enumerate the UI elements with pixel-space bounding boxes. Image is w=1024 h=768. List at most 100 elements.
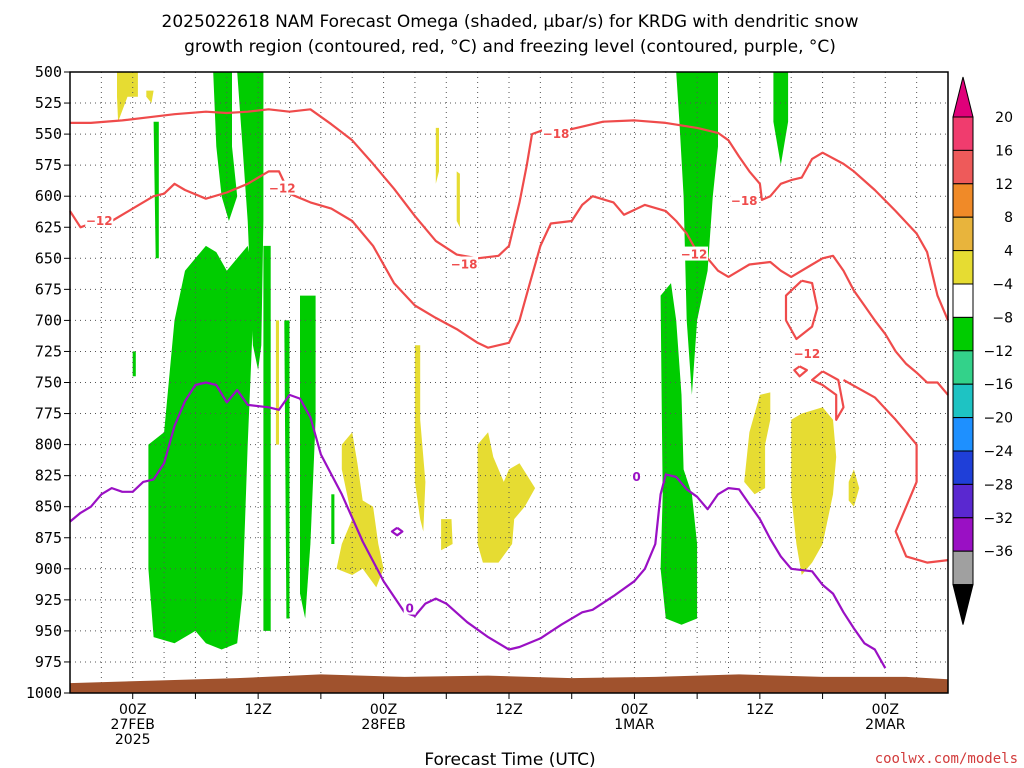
omega-region-12 — [153, 121, 159, 259]
omega-region-20 — [331, 494, 335, 544]
x-tick-label: 2025 — [115, 732, 151, 748]
dendritic-contour--12-4 — [842, 379, 949, 564]
colorbar-label: −4 — [992, 277, 1013, 293]
y-tick-label: 975 — [35, 653, 62, 671]
x-tick-label: 00Z — [621, 702, 648, 718]
omega-region-23 — [660, 283, 698, 625]
y-tick-label: 675 — [35, 280, 62, 298]
colorbar-swatch-3 — [952, 216, 974, 252]
omega-region-11 — [275, 320, 279, 445]
y-tick-label: 925 — [35, 591, 62, 609]
dendritic-contour-label: −18 — [543, 127, 570, 141]
omega-region-9 — [791, 407, 837, 575]
y-tick-label: 950 — [35, 622, 62, 640]
colorbar-swatch-8 — [952, 383, 974, 419]
freezing-contour-label-bg — [403, 600, 416, 615]
omega-region-5 — [414, 345, 426, 532]
freezing-contour-0-0 — [69, 381, 887, 669]
y-tick-label: 750 — [35, 374, 62, 392]
colorbar-swatch-11 — [952, 483, 974, 519]
y-tick-label: 600 — [35, 187, 62, 205]
y-tick-label: 1000 — [26, 684, 62, 702]
x-tick-label: 00Z — [872, 702, 899, 718]
colorbar-label: 16 — [995, 143, 1013, 159]
y-tick-label: 650 — [35, 249, 62, 267]
colorbar-label: −32 — [983, 511, 1013, 527]
colorbar-swatch-0 — [952, 116, 974, 151]
y-tick-label: 550 — [35, 125, 62, 143]
colorbar-label: −16 — [983, 377, 1013, 393]
omega-region-15 — [213, 72, 238, 221]
y-tick-label: 575 — [35, 156, 62, 174]
y-tick-label: 875 — [35, 529, 62, 547]
dendritic-contour-label: −12 — [794, 347, 821, 361]
colorbar-label: −24 — [983, 444, 1013, 460]
dendritic-contour-label-bg — [268, 180, 297, 195]
omega-region-22 — [773, 72, 789, 166]
colorbar-bottom-triangle — [952, 584, 974, 625]
colorbar-swatch-9 — [952, 417, 974, 452]
colorbar-swatch-4 — [952, 250, 974, 285]
x-tick-label: 1MAR — [614, 717, 655, 733]
chart-title-line-2: growth region (contoured, red, °C) and f… — [184, 37, 836, 57]
x-tick-label: 12Z — [495, 702, 522, 718]
colorbar-swatch-6 — [952, 316, 974, 352]
dendritic-contour--12-1 — [784, 279, 819, 341]
omega-region-1 — [146, 90, 154, 103]
omega-region-14 — [148, 245, 253, 650]
omega-region-10 — [848, 469, 860, 507]
chart-title-line-1: 2025022618 NAM Forecast Omega (shaded, μ… — [162, 12, 859, 32]
colorbar-label: 12 — [995, 177, 1013, 193]
x-tick-label: 27FEB — [111, 717, 155, 733]
omega-region-19 — [300, 295, 316, 619]
omega-region-21 — [676, 72, 718, 395]
y-axis: 500 525 550 575 600 625 650 675 700 725 750 775 800 8… — [26, 63, 70, 702]
dendritic-contour-label: −12 — [681, 248, 708, 262]
freezing-contour-0-1 — [390, 526, 404, 537]
dendritic-contour--12-0 — [69, 170, 949, 396]
dendritic-contour-label: −18 — [451, 258, 478, 272]
x-tick-label: 12Z — [746, 702, 773, 718]
colorbar-label: 4 — [1004, 244, 1013, 260]
omega-region-4 — [336, 432, 384, 588]
omega-region-7 — [477, 432, 536, 563]
terrain-fill — [70, 674, 948, 693]
x-tick-label: 28FEB — [361, 717, 405, 733]
colorbar-label: 20 — [995, 110, 1013, 126]
colorbar-swatch-5 — [952, 283, 974, 318]
colorbar-top-triangle — [952, 76, 974, 118]
dendritic-contour-label-bg — [792, 345, 821, 360]
dendritic-contour--12-2 — [793, 365, 808, 378]
omega-region-2 — [435, 127, 439, 184]
x-tick-label: 2MAR — [865, 717, 906, 733]
y-tick-label: 800 — [35, 436, 62, 454]
x-tick-label: 00Z — [119, 702, 146, 718]
colorbar-label: 8 — [1004, 210, 1013, 226]
omega-region-3 — [456, 171, 460, 228]
x-tick-label: 12Z — [244, 702, 271, 718]
colorbar-swatch-7 — [952, 350, 974, 385]
freezing-contour-label-bg — [630, 468, 643, 483]
colorbar-label: −36 — [983, 544, 1013, 560]
omega-region-18 — [284, 320, 290, 619]
x-tick-label: 00Z — [370, 702, 397, 718]
colorbar-swatch-13 — [952, 550, 974, 586]
freezing-contour-label: 0 — [406, 602, 414, 616]
dendritic-contour-label: −18 — [731, 194, 758, 208]
dendritic-contour-label: −12 — [86, 214, 113, 228]
dendritic-contour-label-bg — [730, 193, 759, 208]
omega-region-13 — [132, 351, 136, 377]
freezing-contour-label: 0 — [632, 470, 640, 484]
dendritic-contour-label-bg — [680, 246, 709, 261]
y-tick-label: 775 — [35, 405, 62, 423]
omega-region-0 — [117, 72, 138, 122]
y-tick-label: 500 — [35, 63, 62, 81]
y-tick-label: 525 — [35, 94, 62, 112]
dendritic-contour-label-bg — [450, 256, 479, 271]
colorbar-label: −28 — [983, 477, 1013, 493]
x-axis-title: Forecast Time (UTC) — [424, 750, 595, 768]
omega-region-6 — [441, 519, 453, 551]
dendritic-contour--12-3 — [811, 370, 845, 421]
omega-region-16 — [237, 72, 264, 371]
